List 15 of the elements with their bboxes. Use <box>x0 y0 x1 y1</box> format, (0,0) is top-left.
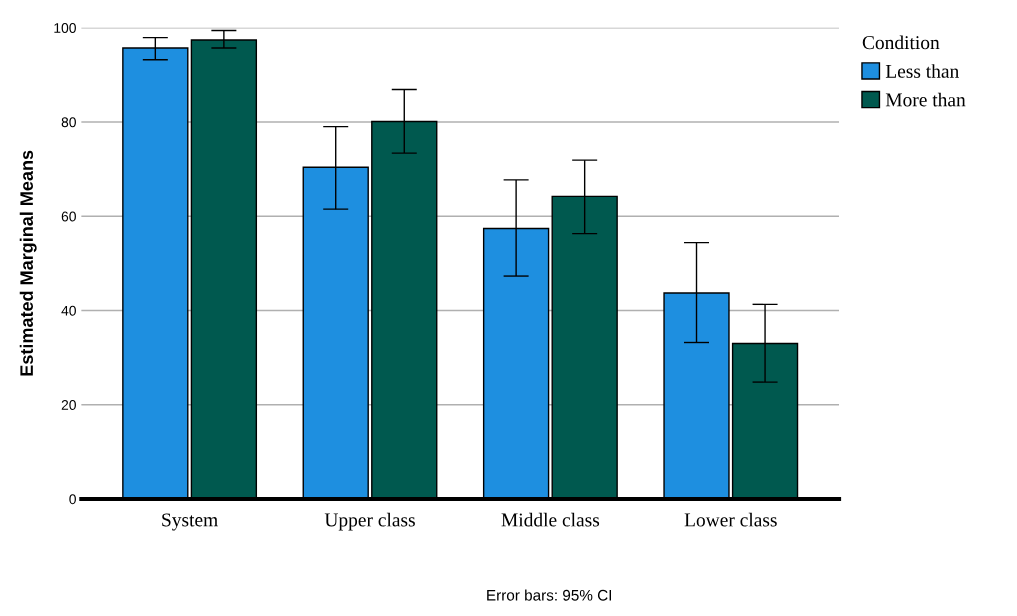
x-tick-label: Middle class <box>501 512 600 527</box>
x-tick-label: Upper class <box>324 512 415 531</box>
y-tick-label: 40 <box>61 305 76 316</box>
legend-label: Less than <box>885 64 959 78</box>
y-tick-label: 80 <box>61 117 76 128</box>
y-tick-label: 20 <box>61 400 76 410</box>
y-axis-title: Estimated Marginal Means <box>19 150 37 376</box>
y-tick-label: 100 <box>54 23 76 33</box>
y-tick-label: 60 <box>61 211 76 222</box>
x-tick-label: System <box>162 513 218 531</box>
x-tick-label: Lower class <box>684 512 777 527</box>
legend-title: Condition <box>862 35 940 50</box>
y-tick-label: 0 <box>69 494 76 505</box>
text: Error bars: 95% CI <box>487 589 612 601</box>
legend-label: More than <box>885 92 966 107</box>
